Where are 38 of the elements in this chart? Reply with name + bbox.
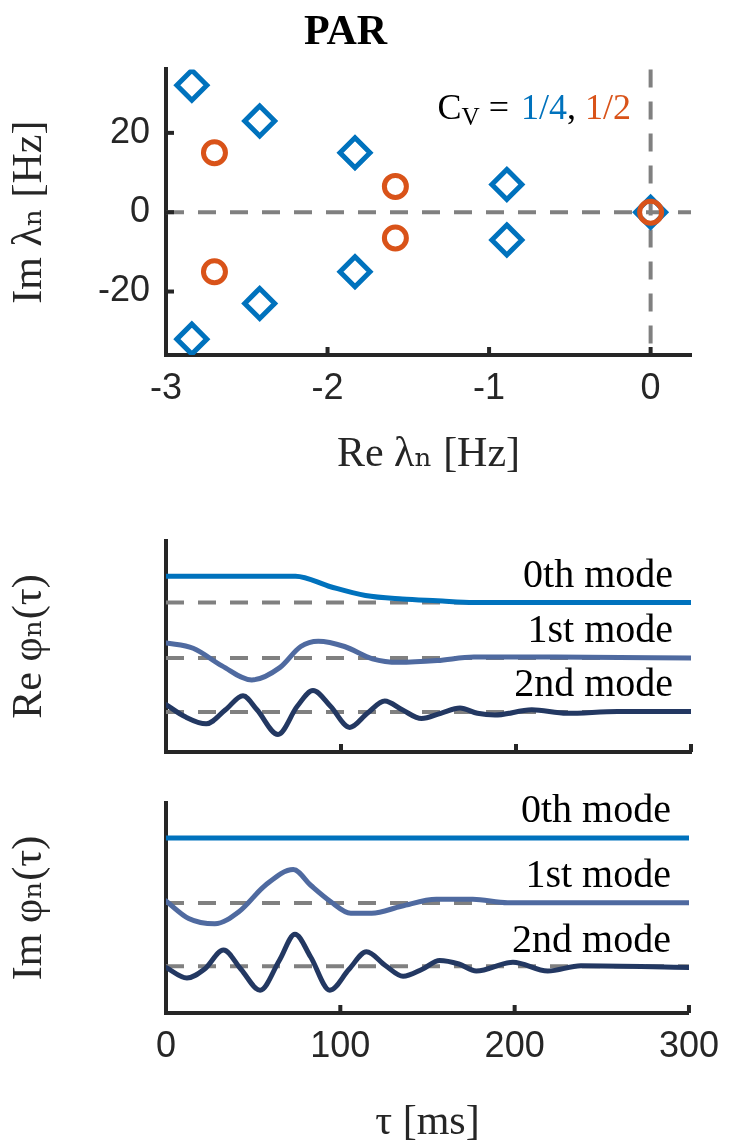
- y-tick-label: 20: [109, 109, 150, 151]
- point: [242, 103, 278, 139]
- series-label: 2nd mode: [512, 915, 671, 961]
- x-tick-label: 0: [155, 1023, 177, 1065]
- x-tick-label: 200: [484, 1023, 545, 1065]
- point: [337, 254, 373, 290]
- point: [381, 172, 409, 200]
- point: [174, 69, 210, 103]
- point: [489, 222, 525, 258]
- y-tick-label: 0: [129, 189, 150, 231]
- y-tick-label: -20: [97, 268, 150, 310]
- series-label: 1st mode: [527, 605, 673, 651]
- point: [381, 224, 409, 252]
- point: [242, 285, 278, 321]
- point: [337, 135, 373, 171]
- series-label: 1st mode: [525, 850, 671, 896]
- series-label: 2nd mode: [514, 659, 673, 705]
- text: 1/2: [585, 86, 632, 127]
- point: [200, 139, 228, 167]
- x-tick-label: -2: [311, 365, 344, 407]
- x-tick-label: 0: [640, 365, 661, 407]
- x-axis-title: τ [ms]: [375, 1096, 480, 1143]
- y-axis-title: Im λₙ [Hz]: [4, 120, 51, 304]
- x-tick-label: -3: [149, 365, 183, 407]
- x-tick-label: 100: [310, 1023, 371, 1065]
- series-label: 1/4: [521, 86, 568, 127]
- point: [174, 321, 210, 355]
- y-axis-title: Re φₙ(τ): [4, 574, 52, 719]
- point: [489, 166, 525, 202]
- x-tick-label: -1: [473, 365, 506, 407]
- x-tick-label: 300: [658, 1023, 720, 1065]
- series-label: 0th mode: [520, 786, 671, 831]
- series-label: 0th mode: [523, 550, 673, 596]
- y-axis-title: Im φₙ(τ): [4, 835, 52, 981]
- x-axis-title: Re λₙ [Hz]: [336, 428, 521, 475]
- annotation: ,: [567, 86, 585, 127]
- point: [200, 258, 228, 286]
- chart-title: PAR: [303, 7, 388, 54]
